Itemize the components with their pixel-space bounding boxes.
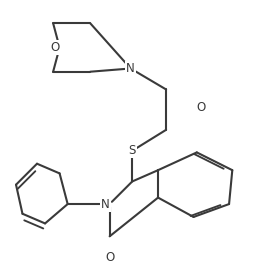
Text: O: O: [197, 101, 206, 114]
Text: N: N: [126, 62, 135, 75]
Text: N: N: [101, 198, 110, 211]
Text: S: S: [128, 144, 136, 157]
Text: O: O: [105, 251, 114, 264]
Text: O: O: [50, 41, 60, 54]
